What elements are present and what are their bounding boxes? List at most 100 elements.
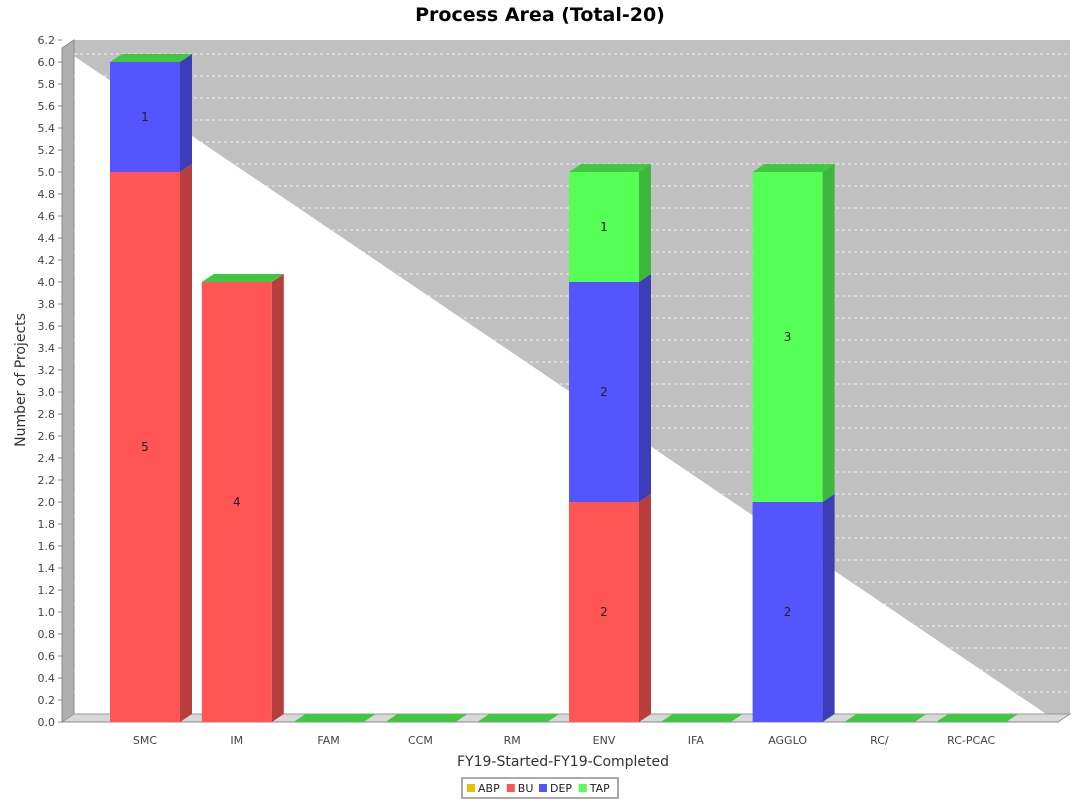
x-tick-label: RM <box>504 734 521 747</box>
y-tick-label: 2.2 <box>38 474 56 487</box>
x-tick-label: ENV <box>593 734 616 747</box>
x-tick-label: AGGLO <box>768 734 807 747</box>
data-label: 2 <box>600 605 608 619</box>
y-tick-label: 1.2 <box>38 584 56 597</box>
data-label: 5 <box>141 440 149 454</box>
y-tick-label: 0.2 <box>38 694 56 707</box>
y-tick-label: 3.6 <box>38 320 56 333</box>
y-tick-label: 3.0 <box>38 386 56 399</box>
x-tick-label: SMC <box>133 734 157 747</box>
legend: ABP BU DEP TAP <box>461 777 619 799</box>
x-tick-label: IM <box>230 734 243 747</box>
x-axis-title: FY19-Started-FY19-Completed <box>457 754 669 770</box>
y-tick-label: 0.0 <box>38 716 56 729</box>
legend-swatch <box>467 784 475 792</box>
bar-front-bu <box>201 282 272 722</box>
data-label: 1 <box>141 110 149 124</box>
y-axis-title: Number of Projects <box>13 313 29 447</box>
bar-segment <box>752 164 835 502</box>
data-label: 1 <box>600 220 608 234</box>
bar-segment <box>110 54 192 172</box>
y-tick-label: 5.4 <box>38 122 56 135</box>
y-tick-label: 5.6 <box>38 100 56 113</box>
y-tick-label: 0.4 <box>38 672 56 685</box>
y-tick-label: 5.8 <box>38 78 56 91</box>
bar-top-cap <box>110 54 192 62</box>
bar-side-dep <box>180 54 192 172</box>
data-label: 2 <box>784 605 792 619</box>
bar-top-cap <box>752 164 835 172</box>
bar-front-dep <box>569 282 639 502</box>
bar-segment <box>110 164 192 722</box>
x-tick-label: FAM <box>317 734 339 747</box>
x-tick-label: IFA <box>688 734 705 747</box>
bar-front-bu <box>569 502 639 722</box>
data-labels: 5 1 4 2 2 1 2 3 <box>141 110 791 619</box>
y-tick-label: 4.8 <box>38 188 56 201</box>
bar-segment <box>752 494 835 722</box>
bar-top-cap <box>385 714 468 722</box>
bar-top-cap <box>660 714 743 722</box>
bar-segment <box>569 274 651 502</box>
y-tick-label: 1.6 <box>38 540 56 553</box>
bar-top-cap <box>569 164 651 172</box>
y-tick-label: 2.6 <box>38 430 56 443</box>
chart-title: Process Area (Total-20) <box>415 4 665 26</box>
y-tick-label: 3.2 <box>38 364 56 377</box>
bar-segment <box>201 274 284 722</box>
bar-top-cap <box>201 274 284 282</box>
y-tick-label: 3.8 <box>38 298 56 311</box>
y-tick-label: 5.0 <box>38 166 56 179</box>
y-tick-label: 4.2 <box>38 254 56 267</box>
bar-front-tap <box>752 172 823 502</box>
y-tick-label: 4.4 <box>38 232 56 245</box>
bar-side-dep <box>822 494 835 722</box>
y-tick-label: 0.8 <box>38 628 56 641</box>
y-tick-label: 5.2 <box>38 144 56 157</box>
legend-entry: BU <box>518 782 534 795</box>
y-tick-label: 4.6 <box>38 210 56 223</box>
y-tick-label: 1.0 <box>38 606 56 619</box>
bar-top-cap <box>844 714 927 722</box>
legend-entry: TAP <box>589 782 610 795</box>
data-label: 2 <box>600 385 608 399</box>
y-tick-label: 2.0 <box>38 496 56 509</box>
y-tick-label: 0.6 <box>38 650 56 663</box>
bar-side-dep <box>639 274 651 502</box>
bar-front-dep <box>752 502 823 722</box>
data-label: 3 <box>784 330 792 344</box>
bar-front-dep <box>110 62 180 172</box>
y-tick-label: 6.0 <box>38 56 56 69</box>
legend-swatch <box>539 784 547 792</box>
plot-left-wall <box>61 39 75 723</box>
y-tick-label: 4.0 <box>38 276 56 289</box>
bar-top-cap <box>293 714 376 722</box>
bar-front-bu <box>110 172 180 722</box>
y-tick-label: 1.4 <box>38 562 56 575</box>
data-label: 4 <box>233 495 241 509</box>
y-tick-label: 2.8 <box>38 408 56 421</box>
legend-entry: ABP <box>478 782 500 795</box>
y-tick-label: 1.8 <box>38 518 56 531</box>
bar-segment <box>569 494 651 722</box>
bar-top-cap <box>936 714 1019 722</box>
bar-side-bu <box>639 494 651 722</box>
x-tick-label: CCM <box>408 734 433 747</box>
y-tick-label: 6.2 <box>38 34 56 47</box>
y-tick-label: 2.4 <box>38 452 56 465</box>
bar-side-bu <box>271 274 284 722</box>
bars <box>110 54 1019 722</box>
bar-front-tap <box>569 172 639 282</box>
legend-swatch <box>578 784 587 792</box>
bar-top-cap <box>477 714 560 722</box>
x-tick-label: RC-PCAC <box>947 734 995 747</box>
y-axis: 0.0 0.2 0.4 0.6 0.8 1.0 1.2 1.4 1.6 1.8 2.0 2.2 2.4 2… <box>38 34 63 729</box>
bar-side-tap <box>822 164 835 502</box>
x-axis: SMC IM FAM CCM RM ENV IFA AGGLO RC/RC-PCAC <box>62 721 1058 747</box>
legend-swatch <box>506 784 515 792</box>
bar-segment <box>569 164 651 282</box>
y-tick-label: 3.4 <box>38 342 56 355</box>
legend-entry: DEP <box>550 782 572 795</box>
